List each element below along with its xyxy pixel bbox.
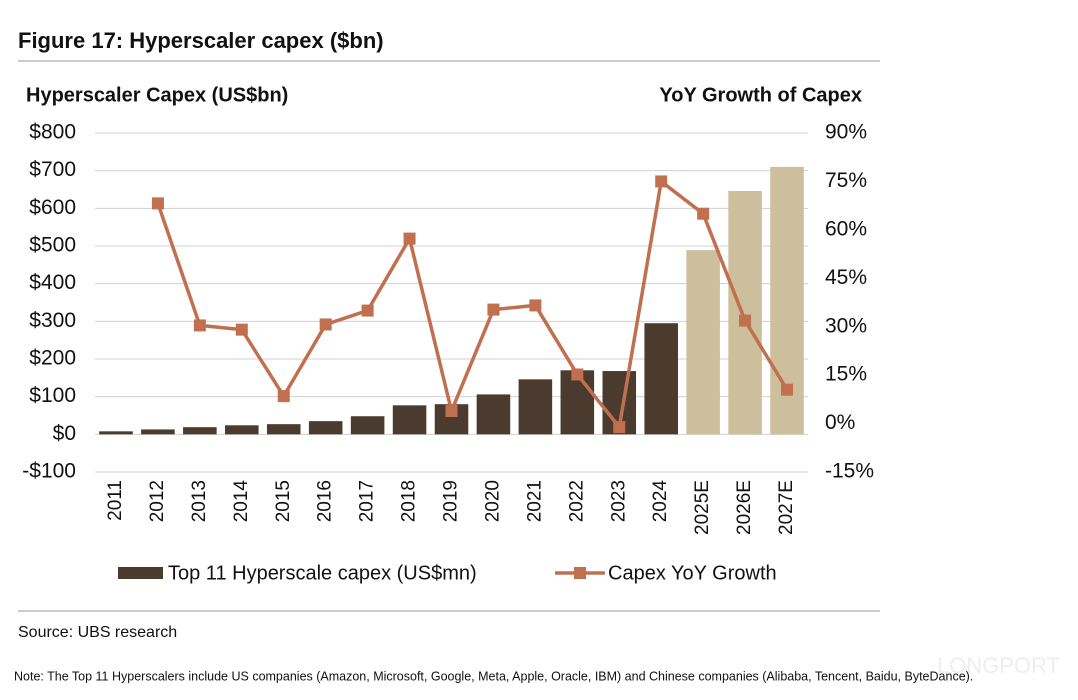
bar [392, 405, 427, 435]
line [156, 178, 789, 432]
marker [151, 197, 164, 210]
y2-tick-label: 75% [825, 169, 867, 192]
x-tick-label: 2024 [650, 480, 671, 523]
y-tick-label: $800 [29, 121, 76, 144]
y-tick-label: $600 [29, 196, 76, 219]
x-tick-label: 2019 [441, 480, 462, 522]
x-tick-label: 2025E [692, 480, 713, 535]
marker [529, 299, 542, 312]
x-tick-label: 2016 [315, 480, 336, 522]
bar [476, 394, 511, 435]
bar [225, 425, 259, 435]
marker [193, 319, 206, 332]
y-tick-label: $0 [53, 422, 76, 445]
y-tick-label: $500 [29, 234, 76, 257]
marker [655, 175, 668, 188]
marker [571, 368, 584, 381]
y-tick-label: $100 [29, 384, 76, 407]
x-tick-label: 2026E [734, 480, 755, 535]
marker [613, 421, 626, 434]
bar [728, 191, 762, 435]
marker [739, 314, 752, 327]
x-tick-label: 2018 [399, 480, 420, 522]
y-tick-label: -$100 [22, 460, 76, 483]
y-tick-label: $700 [29, 158, 76, 181]
y2-tick-label: 45% [825, 266, 867, 289]
y2-tick-label: 0% [825, 411, 855, 434]
bar [560, 370, 595, 435]
y2-tick-label: 90% [825, 121, 867, 144]
y2-tick-label: 60% [825, 217, 867, 240]
x-tick-label: 2012 [147, 480, 168, 522]
marker [277, 390, 290, 403]
bar [686, 250, 720, 435]
marker [697, 207, 710, 220]
y-tick-label: $400 [29, 271, 76, 294]
y2-tick-label: -15% [825, 460, 874, 483]
legend-label: Capex YoY Growth [608, 562, 777, 584]
marker [445, 404, 458, 417]
bar [266, 424, 301, 435]
x-tick-label: 2027E [776, 480, 797, 535]
marker [361, 304, 374, 317]
x-tick-label: 2014 [231, 480, 252, 523]
note: Note: The Top 11 Hyperscalers include US… [14, 669, 973, 683]
y-axis-title: Hyperscaler Capex (US$bn) [26, 84, 288, 106]
bar [644, 323, 678, 435]
y-tick-label: $300 [29, 309, 76, 332]
y2-tick-label: 15% [825, 363, 867, 386]
marker [487, 303, 500, 316]
x-tick-label: 2015 [273, 480, 294, 522]
chart-title: Figure 17: Hyperscaler capex ($bn) [18, 28, 384, 53]
x-tick-label: 2021 [524, 480, 545, 522]
x-tick-label: 2017 [357, 480, 378, 522]
bar [183, 427, 217, 435]
bar [350, 416, 385, 435]
y-tick-label: $200 [29, 347, 76, 370]
x-tick-label: 2020 [482, 480, 503, 522]
bar [308, 421, 343, 435]
source: Source: UBS research [18, 624, 177, 641]
x-tick-label: 2023 [608, 480, 629, 522]
marker [319, 318, 332, 331]
legend-swatch [574, 567, 586, 579]
y2-tick-label: 30% [825, 314, 867, 337]
legend-label: Top 11 Hyperscale capex (US$mn) [168, 562, 477, 584]
y2-axis-title: YoY Growth of Capex [659, 84, 862, 106]
marker [403, 232, 416, 245]
x-tick-label: 2013 [189, 480, 210, 522]
marker [235, 323, 248, 336]
x-tick-label: 2022 [566, 480, 587, 522]
watermark: LONGPORT [937, 653, 1060, 678]
bar [99, 431, 133, 435]
bar [141, 429, 175, 435]
x-tick-label: 2011 [105, 480, 126, 521]
bar [518, 379, 553, 435]
legend-swatch [118, 567, 163, 579]
marker [781, 383, 794, 396]
